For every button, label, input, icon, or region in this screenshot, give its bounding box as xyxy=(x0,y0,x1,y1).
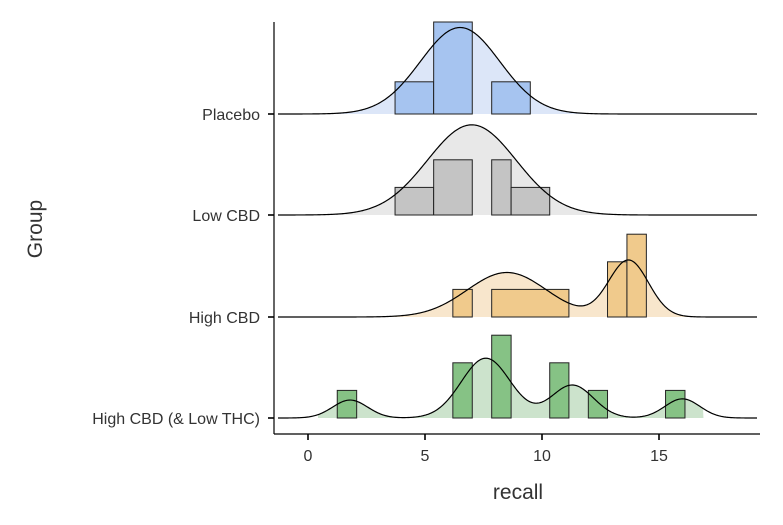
y-axis: Placebo Low CBD High CBD High CBD (& Low TH… xyxy=(92,107,274,428)
histogram-bar-high-cbd-low-thc-5 xyxy=(587,389,609,419)
x-tick-label-0: 0 xyxy=(304,448,313,465)
ridge-placebo xyxy=(278,21,757,115)
histogram-bar-high-cbd-3 xyxy=(626,233,647,318)
ridge-high-cbd xyxy=(278,233,757,318)
y-tick-label-high-cbd: High CBD xyxy=(189,310,260,327)
x-axis-title: recall xyxy=(493,481,543,504)
density-line-high-cbd xyxy=(278,259,757,318)
histogram-bar-high-cbd-low-thc-1 xyxy=(452,362,473,419)
ridge-low-cbd xyxy=(278,124,757,216)
histogram-bar-low-cbd-2 xyxy=(491,159,512,216)
histogram-bar-high-cbd-1 xyxy=(491,288,570,318)
histogram-bar-placebo-3 xyxy=(491,81,531,115)
histogram-bar-high-cbd-low-thc-0 xyxy=(336,389,358,419)
histogram-bar-low-cbd-3 xyxy=(510,186,551,216)
density-line-low-cbd xyxy=(278,124,757,216)
ridge-high-cbd-low-thc xyxy=(278,334,757,419)
plot-area xyxy=(278,21,757,419)
x-tick-label-15: 15 xyxy=(650,448,668,465)
histogram-bar-low-cbd-0 xyxy=(394,186,435,216)
histogram-bar-placebo-1 xyxy=(433,21,473,115)
histogram-bar-placebo-0 xyxy=(394,81,435,115)
histogram-bar-high-cbd-2 xyxy=(607,261,628,318)
density-line-high-cbd-low-thc xyxy=(278,357,757,419)
y-tick-label-low-cbd: Low CBD xyxy=(192,208,260,225)
density-line-placebo xyxy=(278,26,757,115)
histogram-bar-high-cbd-low-thc-6 xyxy=(665,389,686,419)
histogram-bar-low-cbd-1 xyxy=(433,159,473,216)
x-axis: 0 5 10 15 xyxy=(304,434,668,465)
x-tick-label-5: 5 xyxy=(421,448,430,465)
y-tick-label-placebo: Placebo xyxy=(202,107,260,124)
histogram-bar-high-cbd-low-thc-3 xyxy=(491,334,512,419)
x-tick-label-10: 10 xyxy=(533,448,551,465)
y-tick-label-high-cbd-low-thc: High CBD (& Low THC) xyxy=(92,411,260,428)
y-axis-title: Group xyxy=(24,200,47,258)
